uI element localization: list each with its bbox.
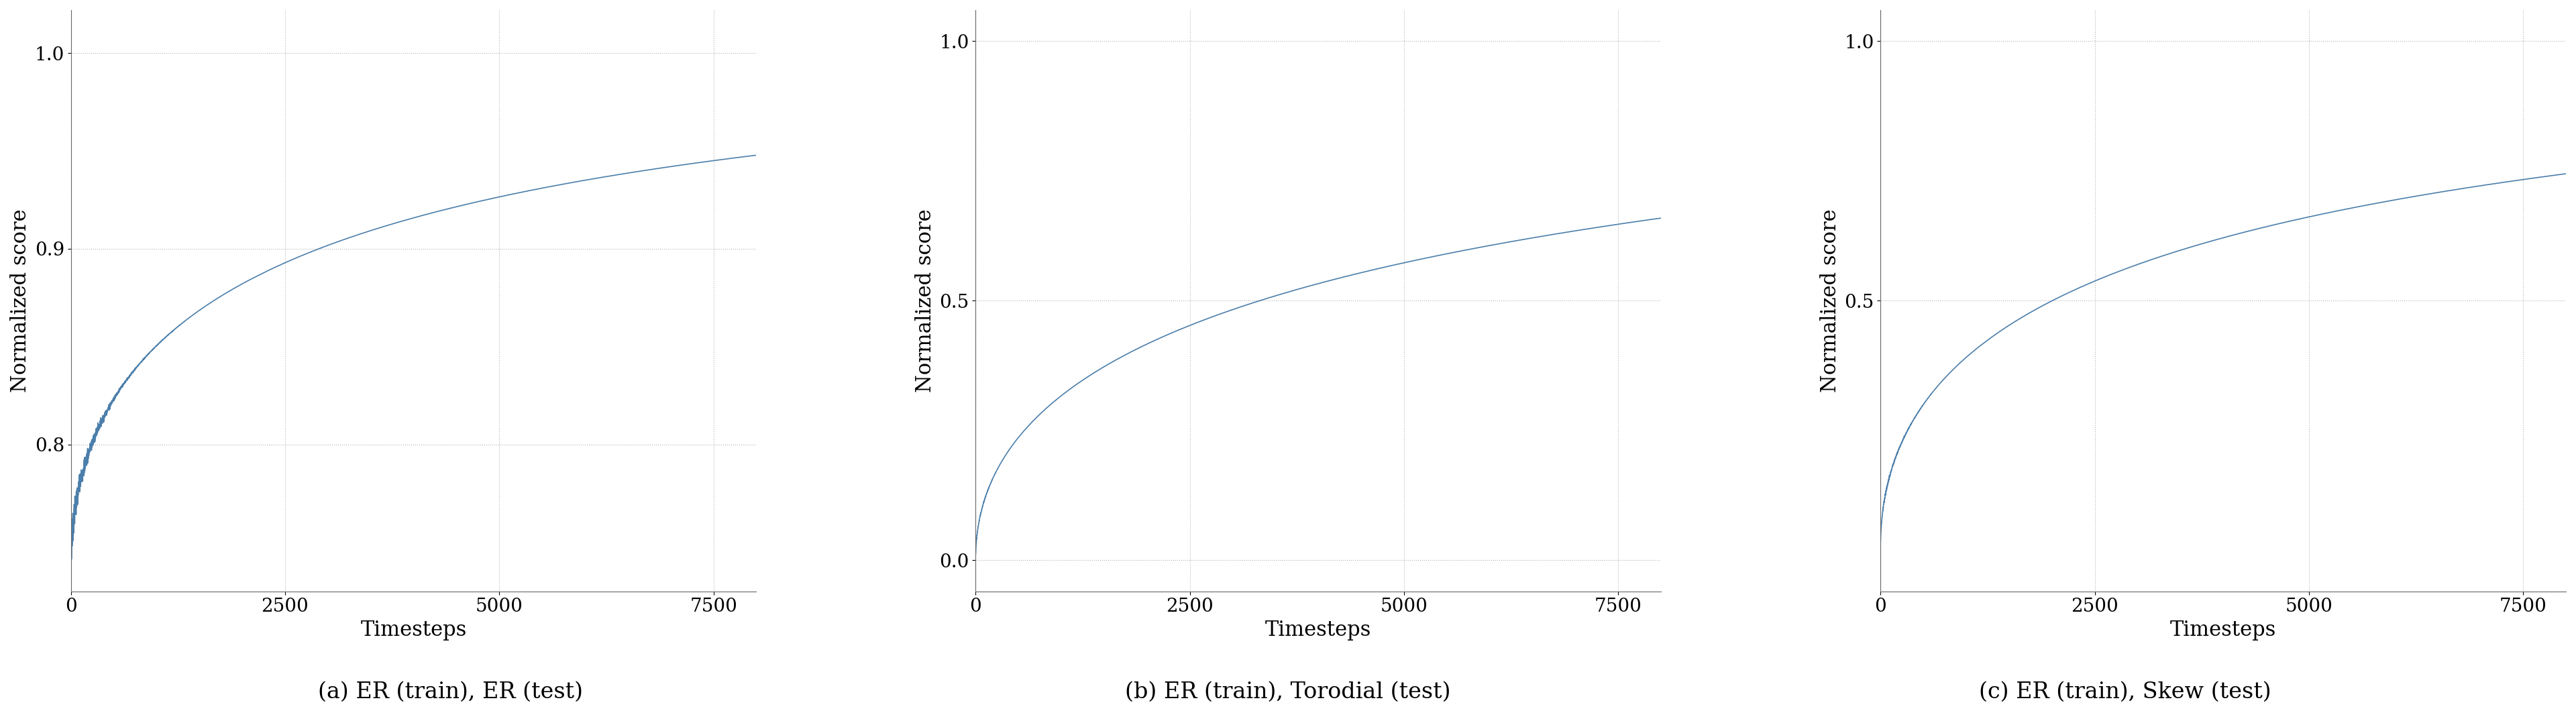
X-axis label: Timesteps: Timesteps — [2169, 619, 2277, 640]
Text: (a) ER (train), ER (test): (a) ER (train), ER (test) — [319, 681, 582, 703]
X-axis label: Timesteps: Timesteps — [361, 619, 466, 640]
Text: (c) ER (train), Skew (test): (c) ER (train), Skew (test) — [1978, 681, 2272, 703]
Y-axis label: Normalized score: Normalized score — [10, 209, 31, 392]
Y-axis label: Normalized score: Normalized score — [1819, 209, 1839, 392]
Text: (b) ER (train), Torodial (test): (b) ER (train), Torodial (test) — [1126, 681, 1450, 703]
X-axis label: Timesteps: Timesteps — [1265, 619, 1370, 640]
Y-axis label: Normalized score: Normalized score — [914, 209, 935, 392]
